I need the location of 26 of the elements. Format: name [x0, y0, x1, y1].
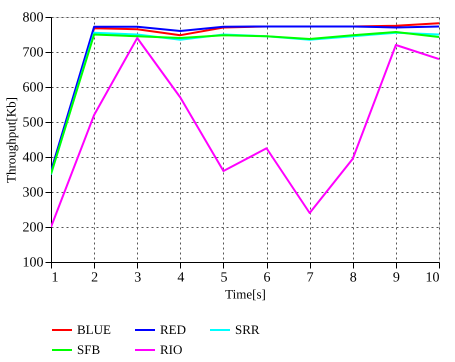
- x-tick-label: 3: [134, 270, 142, 286]
- x-tick-label: 9: [392, 270, 400, 286]
- legend-label: SRR: [235, 322, 260, 337]
- x-axis-title: Time[s]: [225, 286, 266, 302]
- x-tick-label: 1: [52, 270, 58, 286]
- legend-label: RIO: [160, 342, 182, 357]
- y-tick-label: 700: [22, 46, 44, 60]
- y-tick-label: 800: [22, 10, 44, 26]
- y-axis-title: Throughput[Kb]: [4, 97, 18, 183]
- legend-label: BLUE: [77, 322, 111, 337]
- legend-label: RED: [160, 322, 186, 337]
- y-tick-label: 300: [22, 186, 44, 200]
- legend-label: SFB: [77, 342, 100, 357]
- x-tick-label: 5: [220, 270, 228, 286]
- x-tick-label: 8: [350, 270, 357, 286]
- y-tick-label: 200: [22, 220, 44, 236]
- y-tick-label: 100: [22, 256, 44, 270]
- x-tick-label: 2: [91, 270, 98, 286]
- x-tick-label: 7: [306, 270, 314, 286]
- x-tick-label: 6: [264, 270, 271, 286]
- y-tick-label: 600: [22, 80, 44, 96]
- line-series: [51, 37, 439, 228]
- y-tick-label: 400: [22, 150, 44, 166]
- x-tick-label: 10: [426, 270, 440, 286]
- y-tick-label: 500: [22, 116, 44, 130]
- x-tick-label: 4: [177, 270, 184, 286]
